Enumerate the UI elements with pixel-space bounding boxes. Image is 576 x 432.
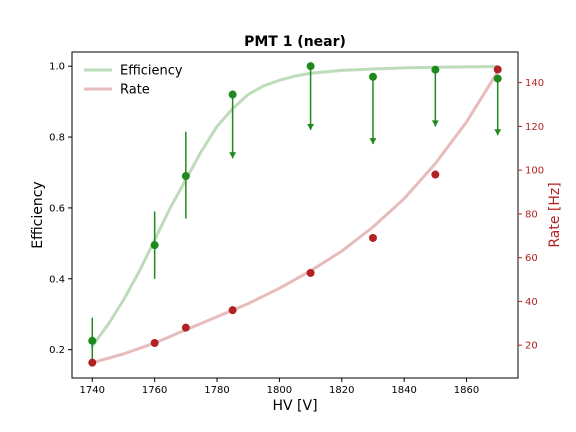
y-axis-left: 0.2 0.4 0.6 0.8 1.0 xyxy=(49,62,72,356)
data-point-efficiency xyxy=(306,62,315,71)
data-point-efficiency xyxy=(431,65,440,74)
x-tick-label: 1760 xyxy=(142,385,167,396)
y-right-tick-label: 40 xyxy=(525,297,538,308)
data-point-efficiency xyxy=(493,74,502,83)
chart-title: PMT 1 (near) xyxy=(244,34,346,50)
data-point-rate xyxy=(306,268,315,277)
x-tick-label: 1780 xyxy=(204,385,229,396)
y-right-tick-label: 80 xyxy=(525,209,538,220)
efficiency-errorbar xyxy=(369,76,377,145)
y-right-tick-label: 100 xyxy=(525,166,544,177)
efficiency-errorbar xyxy=(431,69,439,127)
data-point-rate xyxy=(181,323,190,332)
data-point-efficiency xyxy=(88,336,97,345)
fit-curve-efficiency xyxy=(90,65,500,348)
x-axis: 1740 1760 1780 1800 1820 1840 1860 xyxy=(80,378,479,396)
data-point-efficiency xyxy=(181,172,190,181)
y-right-tick-label: 20 xyxy=(525,341,538,352)
y-axis-right: 20 40 60 80 100 120 140 xyxy=(518,78,544,352)
y-right-tick-label: 60 xyxy=(525,253,538,264)
x-tick-label: 1820 xyxy=(329,385,354,396)
x-tick-label: 1800 xyxy=(267,385,292,396)
y-left-tick-label: 0.8 xyxy=(49,133,65,144)
data-point-rate xyxy=(228,306,237,315)
legend-label-rate: Rate xyxy=(120,83,150,98)
y-left-tick-label: 0.4 xyxy=(49,274,65,285)
data-point-efficiency xyxy=(368,72,377,81)
y-axis-left-label: Efficiency xyxy=(30,181,46,248)
y-left-tick-label: 0.6 xyxy=(49,203,65,214)
x-tick-label: 1840 xyxy=(391,385,416,396)
efficiency-errorbar xyxy=(494,78,502,136)
y-axis-right-label: Rate [Hz] xyxy=(547,182,563,247)
x-tick-label: 1860 xyxy=(454,385,479,396)
fit-curve-rate xyxy=(90,70,500,365)
data-point-rate xyxy=(368,233,377,242)
data-point-rate xyxy=(493,65,502,74)
y-right-tick-label: 120 xyxy=(525,122,544,133)
data-point-efficiency xyxy=(150,241,159,250)
y-left-tick-label: 0.2 xyxy=(49,345,65,356)
efficiency-errorbar xyxy=(229,94,237,159)
legend: Efficiency Rate xyxy=(84,64,183,98)
x-tick-label: 1740 xyxy=(80,385,105,396)
y-left-tick-label: 1.0 xyxy=(49,62,65,73)
y-right-tick-label: 140 xyxy=(525,78,544,89)
data-point-rate xyxy=(431,170,440,179)
data-point-rate xyxy=(150,338,159,347)
efficiency-errorbar xyxy=(307,66,315,130)
data-point-efficiency xyxy=(228,90,237,99)
plot-area xyxy=(88,62,502,367)
plot-frame xyxy=(71,51,519,379)
legend-label-efficiency: Efficiency xyxy=(120,64,183,79)
x-axis-label: HV [V] xyxy=(272,398,317,414)
data-point-rate xyxy=(88,358,97,367)
